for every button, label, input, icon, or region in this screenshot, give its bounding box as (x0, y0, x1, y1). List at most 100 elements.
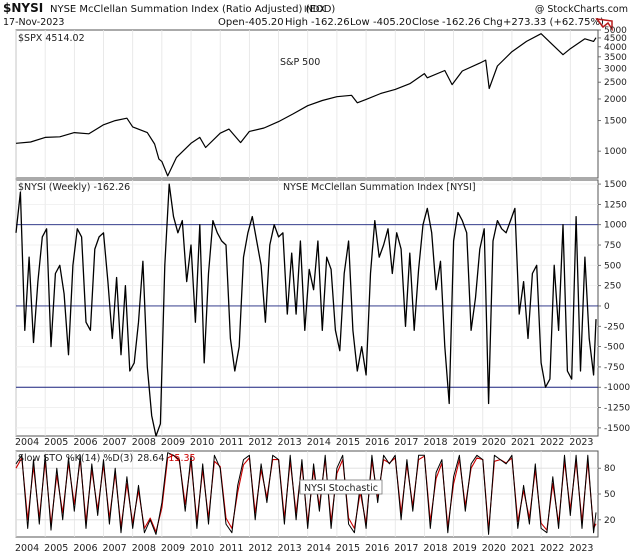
year-label: 2008 (132, 543, 156, 554)
high-label: High (285, 17, 308, 28)
year-label: 2006 (73, 437, 97, 448)
nysi-tick-label: 500 (604, 261, 621, 271)
year-label: 2015 (336, 437, 360, 448)
high-value: -162.26 (311, 17, 350, 28)
price-tick-label: 3000 (604, 64, 627, 74)
price-tick-label: 4000 (604, 43, 627, 53)
nysi-series (15, 183, 597, 437)
year-label: 2013 (278, 543, 302, 554)
close-value: -162.26 (442, 17, 481, 28)
open-label: Open (218, 17, 245, 28)
year-label: 2012 (248, 437, 272, 448)
stoch-legend-prefix: Slow STO %K(14) %D(3) (18, 453, 133, 464)
year-label: 2018 (423, 543, 447, 554)
year-label: 2010 (190, 543, 214, 554)
stoch-k-line (15, 452, 597, 535)
year-label: 2012 (248, 543, 272, 554)
stoch-series (15, 452, 597, 535)
nysi-tick-label: 1000 (604, 221, 627, 231)
nysi-tick-label: 1500 (604, 180, 627, 190)
stockcharts-arrow-icon (595, 18, 613, 32)
year-label: 2004 (15, 437, 39, 448)
year-label: 2005 (44, 437, 68, 448)
stoch-tick-label: 80 (604, 464, 616, 474)
nysi-yaxis: -1500 -1250 -1000 -750 -500 -250 0 250 500 750 100… (598, 180, 630, 434)
chart-header: $NYSI NYSE McClellan Summation Index (Ra… (3, 1, 628, 32)
price-panel-frame (15, 29, 599, 179)
nysi-gridlines (15, 180, 598, 436)
open-value: -405.20 (245, 17, 284, 28)
year-label: 2007 (103, 543, 127, 554)
nysi-tick-label: 1250 (604, 200, 627, 210)
price-annotation: S&P 500 (280, 57, 320, 68)
stoch-title-box (299, 479, 383, 495)
year-label: 2016 (365, 543, 389, 554)
exchange-label: INDX (304, 5, 325, 15)
price-tick-label: 2500 (604, 78, 627, 88)
year-label: 2009 (161, 437, 185, 448)
year-label: 2018 (423, 437, 447, 448)
year-label: 2020 (482, 437, 506, 448)
price-tick-label: 1000 (604, 147, 627, 157)
stoch-yaxis: 20 50 80 (598, 464, 616, 526)
nysi-title: NYSE McClellan Summation Index [NYSI] (283, 182, 476, 193)
nysi-tick-label: -1000 (604, 383, 630, 393)
xaxis-bottom: 2004 2005 2006 2007 2008 2009 2010 2011 2012 2013… (15, 543, 593, 554)
year-label: 2010 (190, 437, 214, 448)
year-label: 2011 (219, 543, 243, 554)
year-label: 2017 (394, 543, 418, 554)
nysi-tick-label: 750 (604, 241, 621, 251)
nysi-tick-label: -250 (604, 322, 625, 332)
price-tick-label: 4500 (604, 34, 627, 44)
close-label: Close (412, 17, 439, 28)
nysi-legend: $NYSI (Weekly) -162.26 (18, 182, 130, 193)
chg-label: Chg (483, 17, 503, 28)
nysi-tick-label: -1250 (604, 404, 630, 414)
year-label: 2017 (394, 437, 418, 448)
chg-value: +273.33 (+62.75%) (503, 17, 604, 28)
stoch-tick-label: 50 (604, 490, 616, 500)
watermark: @ StockCharts.com (535, 4, 628, 15)
stoch-legend: Slow STO %K(14) %D(3) 28.64 15.35 (18, 453, 196, 464)
nysi-tick-label: 250 (604, 282, 621, 292)
year-label: 2022 (540, 543, 564, 554)
nysi-tick-label: -500 (604, 343, 625, 353)
nysi-tick-label: 0 (604, 302, 610, 312)
year-label: 2019 (453, 437, 477, 448)
symbol-label: $NYSI (3, 1, 43, 15)
year-label: 2023 (569, 543, 593, 554)
price-gridlines (15, 30, 571, 178)
price-tick-label: 3500 (604, 53, 627, 63)
spx-line (15, 33, 597, 177)
chart-date: 17-Nov-2023 (3, 17, 64, 28)
nysi-line (15, 183, 597, 437)
price-tick-label: 5000 (604, 26, 627, 36)
price-legend: $SPX 4514.02 (18, 33, 85, 44)
year-label: 2015 (336, 543, 360, 554)
nysi-tick-label: -1500 (604, 424, 630, 434)
year-label: 2006 (73, 543, 97, 554)
year-label: 2007 (103, 437, 127, 448)
stoch-d-value: 15.35 (168, 453, 195, 464)
price-tick-label: 1500 (604, 117, 627, 127)
year-label: 2021 (511, 437, 535, 448)
nysi-tick-label: -750 (604, 363, 625, 373)
year-label: 2023 (569, 437, 593, 448)
year-label: 2014 (307, 437, 331, 448)
year-label: 2004 (15, 543, 39, 554)
stoch-k-value: 28.64 (137, 453, 164, 464)
price-series (15, 33, 597, 177)
stoch-tick-label: 20 (604, 516, 616, 526)
year-label: 2009 (161, 543, 185, 554)
year-label: 2011 (219, 437, 243, 448)
year-label: 2005 (44, 543, 68, 554)
low-label: Low (350, 17, 370, 28)
year-label: 2021 (511, 543, 535, 554)
year-label: 2014 (307, 543, 331, 554)
price-tick-label: 2000 (604, 95, 627, 105)
stoch-title: NYSI Stochastic (304, 483, 378, 494)
year-label: 2013 (278, 437, 302, 448)
